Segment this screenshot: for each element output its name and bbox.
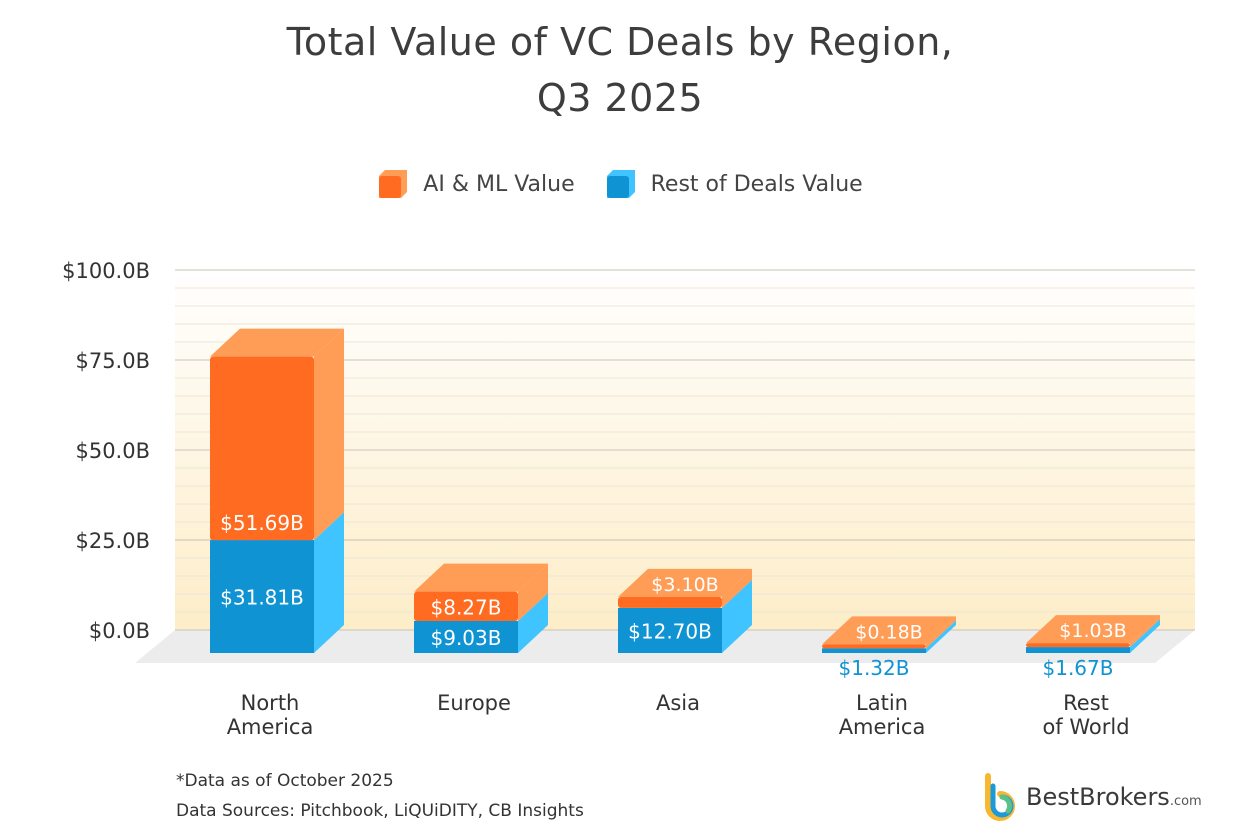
bar-ai bbox=[210, 356, 314, 541]
bar-top-ai bbox=[1026, 615, 1160, 644]
chart-title: Total Value of VC Deals by Region, Q3 20… bbox=[0, 14, 1240, 126]
data-label-rest: $12.70B bbox=[628, 619, 712, 643]
y-tick-label: $0.0B bbox=[89, 619, 150, 643]
data-label-rest: $1.67B bbox=[1043, 656, 1114, 680]
bar-top-ai bbox=[618, 568, 752, 597]
data-label-rest: $9.03B bbox=[431, 626, 502, 650]
bar-ai bbox=[822, 644, 926, 649]
bar-top-ai bbox=[822, 616, 956, 645]
bar-side-ai bbox=[722, 568, 752, 608]
rest-cube-icon bbox=[606, 170, 635, 198]
logo-icon bbox=[985, 773, 1015, 821]
bar-side-rest bbox=[314, 512, 344, 653]
legend: AI & ML Value Rest of Deals Value bbox=[0, 168, 1240, 200]
bar-side-ai bbox=[314, 328, 344, 541]
bar-ai bbox=[1026, 643, 1130, 648]
bar-side-rest bbox=[1130, 619, 1160, 653]
data-label-rest: $31.81B bbox=[220, 586, 304, 610]
bar-top-ai bbox=[210, 328, 344, 357]
bar-ai bbox=[414, 591, 518, 621]
title-line-2: Q3 2025 bbox=[536, 76, 704, 120]
title-line-1: Total Value of VC Deals by Region, bbox=[286, 20, 954, 64]
bar-side-rest bbox=[722, 579, 752, 653]
y-tick-label: $25.0B bbox=[75, 529, 150, 553]
x-tick-label: Asia bbox=[656, 691, 700, 715]
legend-item-rest: Rest of Deals Value bbox=[605, 168, 863, 200]
bar-side-rest bbox=[518, 592, 548, 653]
data-label-ai: $3.10B bbox=[651, 574, 718, 596]
bar-side-rest bbox=[926, 620, 956, 653]
bar-side-ai bbox=[518, 563, 548, 621]
bar-rest bbox=[822, 648, 926, 653]
x-tick-label: America bbox=[839, 715, 926, 739]
bar-rest bbox=[210, 540, 314, 653]
logo-text: BestBrokers bbox=[1026, 783, 1170, 811]
y-tick-label: $50.0B bbox=[75, 439, 150, 463]
bar-top-ai bbox=[414, 563, 548, 592]
y-tick-label: $100.0B bbox=[62, 259, 150, 283]
x-tick-label: North bbox=[241, 691, 300, 715]
bestbrokers-logo: BestBrokers .com bbox=[980, 772, 1202, 822]
bar-rest bbox=[414, 620, 518, 653]
data-label-ai: $51.69B bbox=[220, 511, 304, 535]
x-tick-label: Rest bbox=[1063, 691, 1109, 715]
legend-item-ai: AI & ML Value bbox=[377, 168, 575, 200]
x-tick-label: America bbox=[227, 715, 314, 739]
y-tick-label: $75.0B bbox=[75, 349, 150, 373]
legend-label: AI & ML Value bbox=[423, 171, 575, 197]
data-label-ai: $8.27B bbox=[431, 595, 502, 619]
x-tick-label: Latin bbox=[856, 691, 908, 715]
logo-suffix: .com bbox=[1169, 793, 1202, 809]
x-tick-label: Europe bbox=[437, 691, 511, 715]
data-sources: Data Sources: Pitchbook, LiQUiDITY, CB I… bbox=[176, 801, 584, 821]
footnote: *Data as of October 2025 bbox=[176, 771, 394, 791]
data-label-rest: $1.32B bbox=[839, 656, 910, 680]
bar-rest bbox=[1026, 647, 1130, 653]
bar-side-ai bbox=[926, 616, 956, 649]
data-label-ai: $1.03B bbox=[1059, 620, 1126, 642]
legend-label: Rest of Deals Value bbox=[650, 171, 863, 197]
x-tick-label: of World bbox=[1042, 715, 1129, 739]
ai-cube-icon bbox=[379, 170, 408, 198]
bar-ai bbox=[618, 596, 722, 608]
bar-side-ai bbox=[1130, 615, 1160, 648]
bar-rest bbox=[618, 607, 722, 653]
data-label-ai: $0.18B bbox=[855, 621, 922, 643]
